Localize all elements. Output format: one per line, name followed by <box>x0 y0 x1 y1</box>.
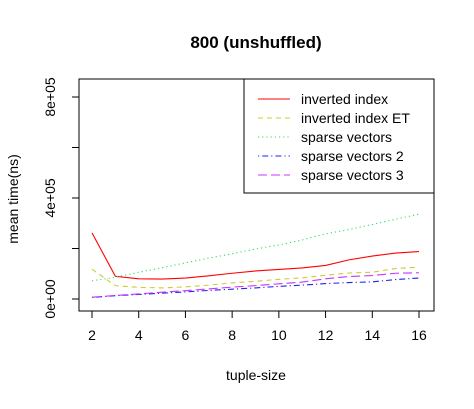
x-tick-label: 2 <box>88 327 96 343</box>
x-tick-label: 12 <box>318 327 334 343</box>
y-tick-label: 4e+05 <box>42 178 58 218</box>
legend-label: sparse vectors 2 <box>301 148 404 164</box>
x-tick-label: 10 <box>271 327 287 343</box>
y-tick-label: 8e+05 <box>42 77 58 117</box>
axes: 2 4 6 8 10 12 14 16 0e+00 4e+05 8e+05 <box>42 77 427 343</box>
x-tick-label: 8 <box>228 327 236 343</box>
legend-box <box>243 78 435 194</box>
series-line-2 <box>91 266 420 289</box>
x-tick-label: 16 <box>411 327 427 343</box>
x-tick-label: 6 <box>182 327 190 343</box>
x-tick-label: 4 <box>135 327 143 343</box>
legend-label: inverted index <box>301 91 388 107</box>
series-line-1 <box>91 232 420 280</box>
y-tick-label: 0e+00 <box>42 279 58 319</box>
series-lines <box>91 213 420 299</box>
legend-label: sparse vectors 3 <box>301 167 404 183</box>
series-line-4 <box>91 277 420 299</box>
series-line-5 <box>91 272 420 298</box>
legend-label: inverted index ET <box>301 110 410 126</box>
legend: inverted index inverted index ET sparse ve… <box>243 78 435 194</box>
x-tick-label: 14 <box>364 327 380 343</box>
legend-label: sparse vectors <box>301 129 392 145</box>
series-line-3 <box>91 213 420 282</box>
x-axis-label: tuple-size <box>226 367 286 383</box>
y-axis-label: mean time(ns) <box>5 154 21 243</box>
chart-title: 800 (unshuffled) <box>190 33 321 52</box>
